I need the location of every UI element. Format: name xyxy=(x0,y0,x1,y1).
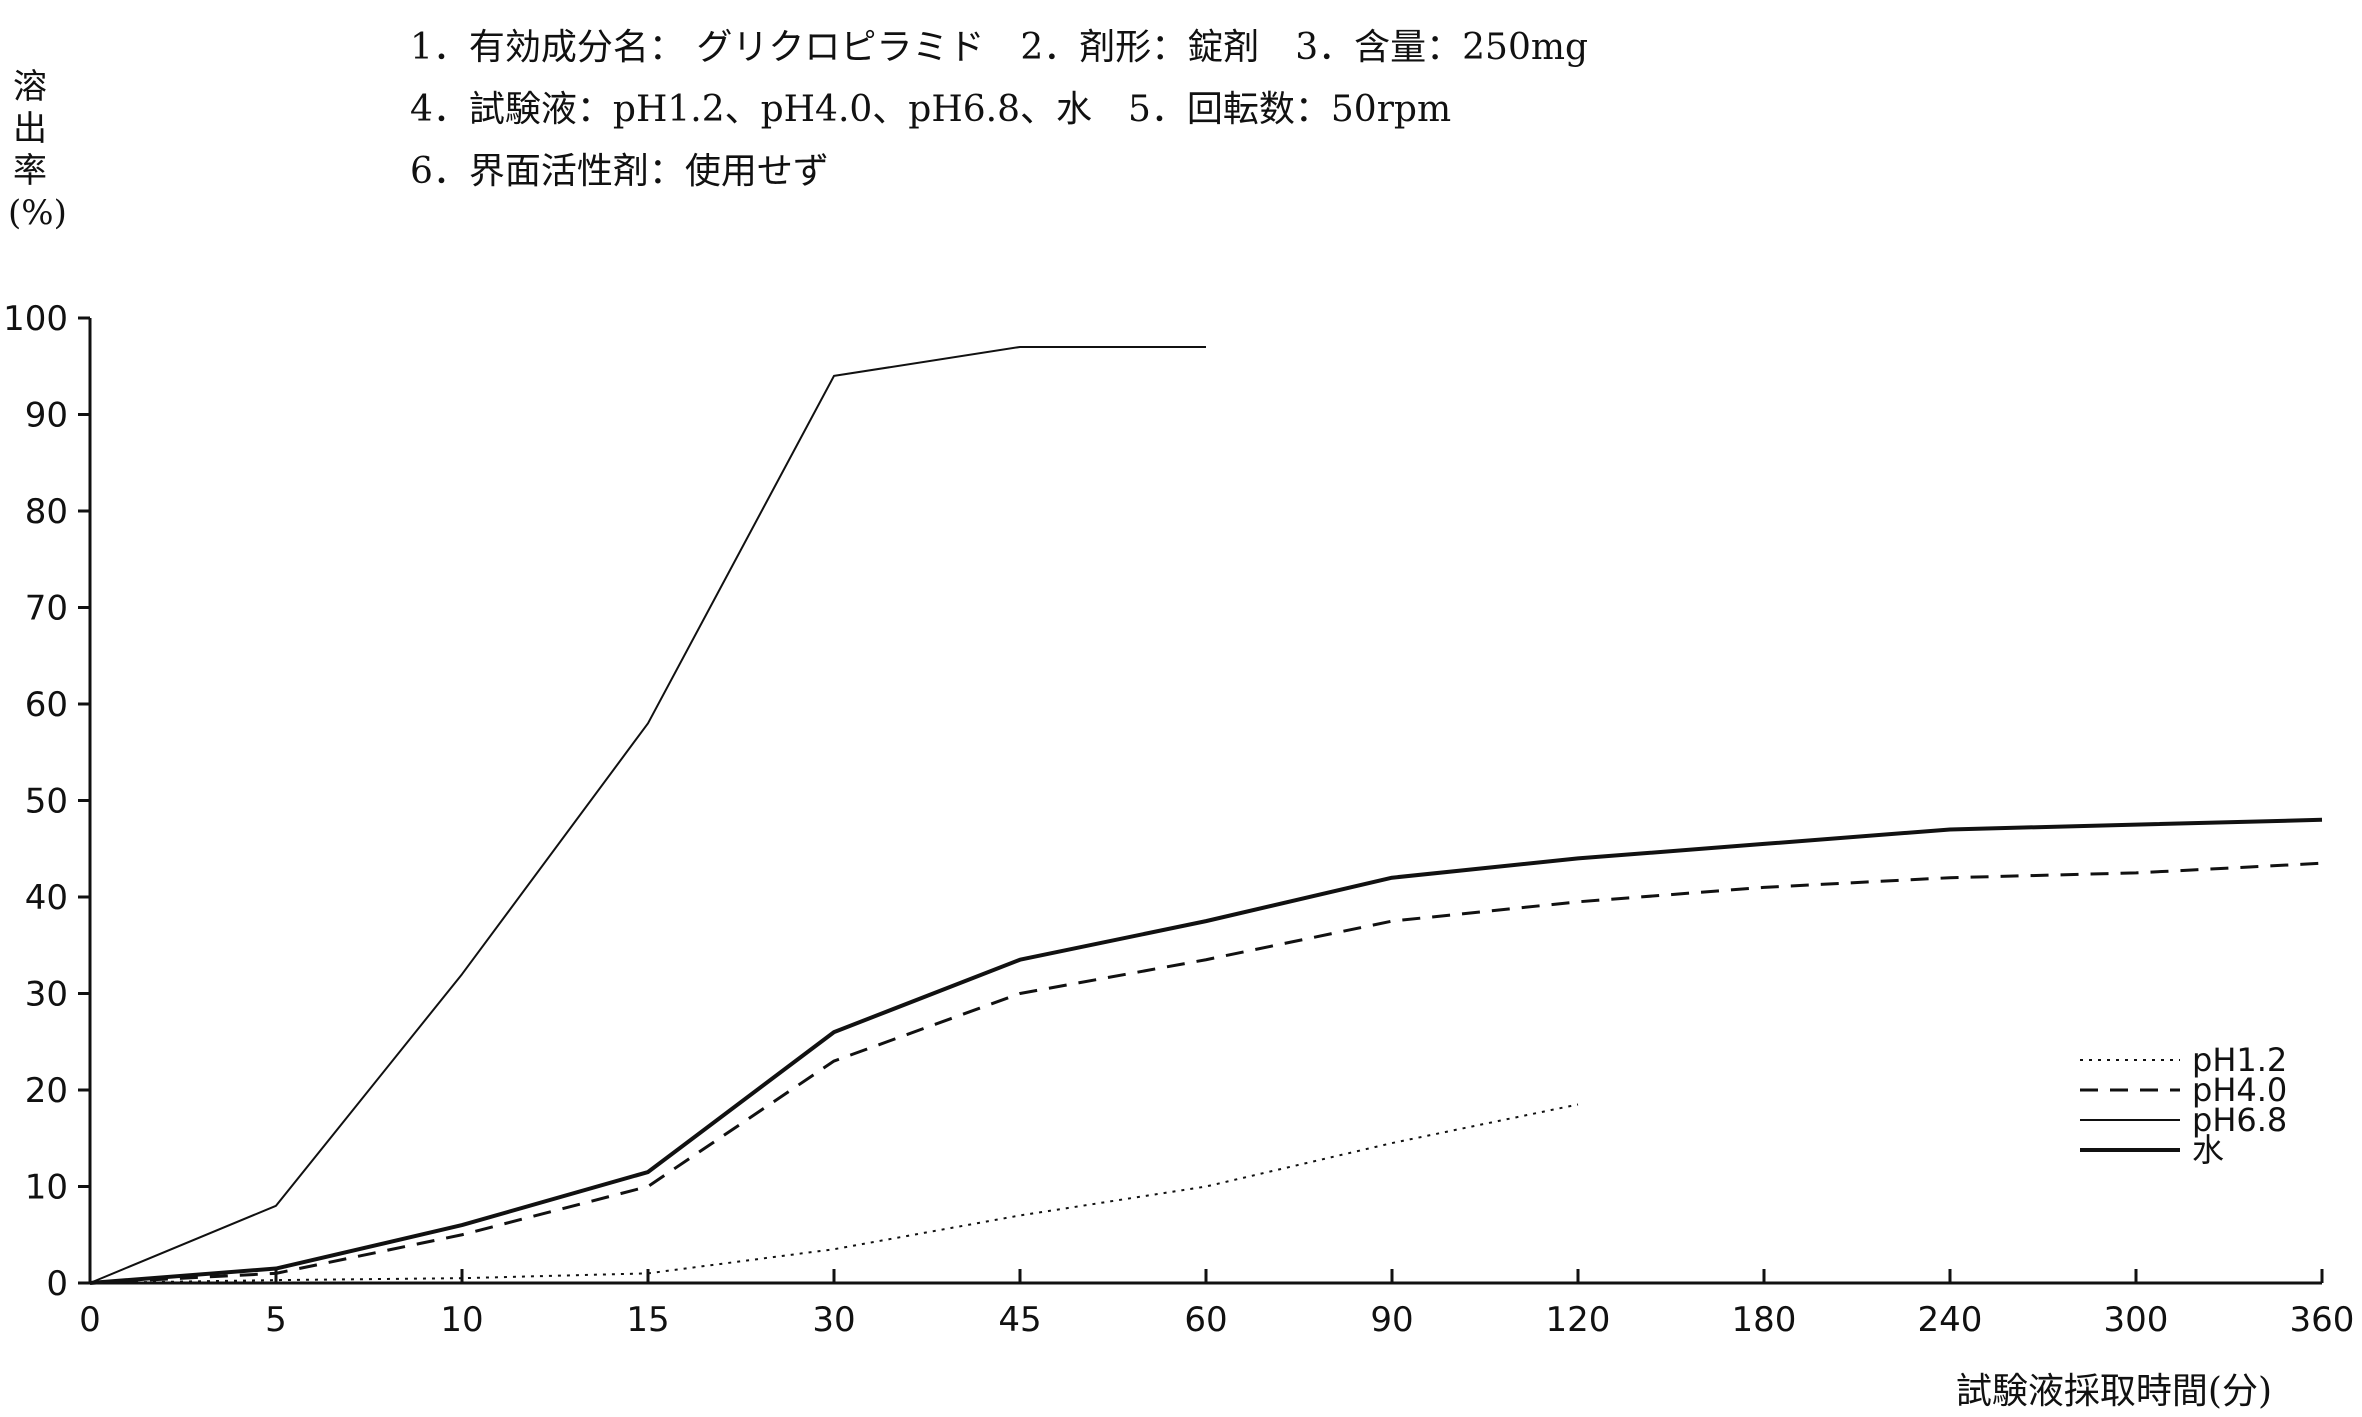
y-tick-label: 10 xyxy=(25,1168,68,1208)
y-tick-label: 80 xyxy=(25,492,68,532)
series-line xyxy=(89,1103,1579,1284)
test-conditions-line-2: 4．試験液：pH1.2、pH4.0、pH6.8、水 5．回転数：50rpm xyxy=(410,89,1452,130)
y-tick-label: 70 xyxy=(25,589,68,629)
x-tick-label: 360 xyxy=(2290,1300,2355,1340)
y-tick-label: 0 xyxy=(46,1264,68,1304)
x-tick-label: 60 xyxy=(1184,1300,1227,1340)
series-line xyxy=(89,345,1206,1284)
x-tick-label: 30 xyxy=(812,1300,855,1340)
legend-label: 水 xyxy=(2192,1131,2224,1169)
x-tick-label: 0 xyxy=(79,1300,101,1340)
x-tick-label: 180 xyxy=(1732,1300,1797,1340)
x-axis-label: 試験液採取時間(分) xyxy=(1955,1371,2272,1412)
y-tick-label: 40 xyxy=(25,878,68,918)
y-axis-label-char: 溶 xyxy=(13,67,47,107)
y-axis-label-char: 出 xyxy=(13,109,47,149)
legend-label: pH1.2 xyxy=(2192,1041,2287,1079)
x-tick-label: 5 xyxy=(265,1300,287,1340)
x-tick-label: 240 xyxy=(1918,1300,1983,1340)
y-tick-label: 60 xyxy=(25,685,68,725)
series-line xyxy=(89,861,2323,1285)
x-tick-label: 10 xyxy=(440,1300,483,1340)
test-conditions-line-1: 1．有効成分名： グリクロピラミド 2．剤形：錠剤 3．含量：250mg xyxy=(410,27,1589,68)
x-tick-label: 15 xyxy=(626,1300,669,1340)
legend-label: pH4.0 xyxy=(2192,1071,2287,1109)
series-line xyxy=(89,817,2323,1285)
y-tick-label: 30 xyxy=(25,975,68,1015)
legend-label: pH6.8 xyxy=(2192,1101,2287,1139)
x-tick-label: 45 xyxy=(998,1300,1041,1340)
y-axis-label-char: 率 xyxy=(13,151,47,191)
y-tick-label: 90 xyxy=(25,396,68,436)
x-tick-label: 90 xyxy=(1370,1300,1413,1340)
y-tick-label: 50 xyxy=(25,782,68,822)
test-conditions-line-3: 6．界面活性剤：使用せず xyxy=(410,151,829,192)
y-tick-label: 20 xyxy=(25,1071,68,1111)
x-tick-label: 300 xyxy=(2104,1300,2169,1340)
y-tick-label: 100 xyxy=(3,299,68,339)
x-tick-label: 120 xyxy=(1546,1300,1611,1340)
